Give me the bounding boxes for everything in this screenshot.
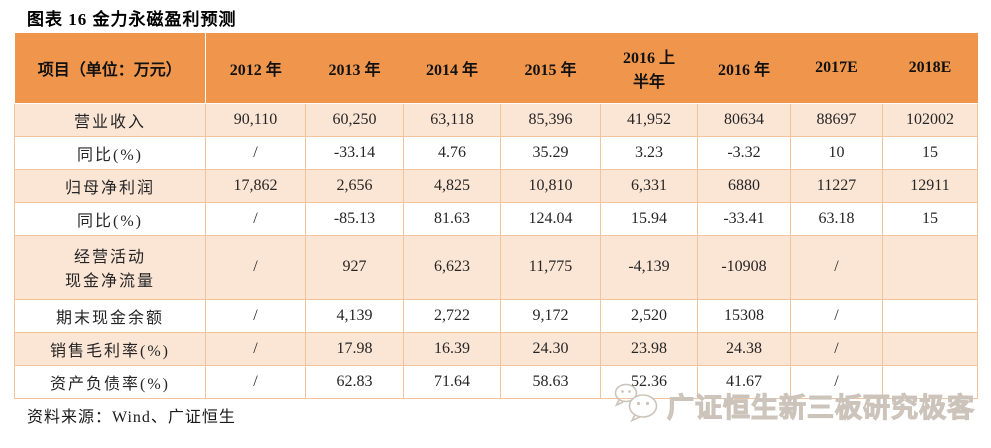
cell: / [205,234,306,300]
table-row-ending-cash: 期末现金余额 / 4,139 2,722 9,172 2,520 15308 / [14,298,978,333]
table-row-net-profit: 归母净利润 17,862 2,656 4,825 10,810 6,331 68… [14,168,978,203]
cell: 15 [882,201,978,236]
cell: 124.04 [500,201,601,236]
cell: 6880 [697,168,791,203]
cell: / [790,364,883,399]
cell: 4.76 [403,135,501,170]
column-header-2016h1: 2016 上 半年 [600,33,698,104]
cell: / [205,331,306,366]
cell: 17,862 [205,168,306,203]
cell: 3.23 [600,135,698,170]
cell: 24.38 [697,331,791,366]
cell: -4,139 [600,234,698,300]
cell: 4,825 [403,168,501,203]
cell: 63.18 [790,201,883,236]
cell: -3.32 [697,135,791,170]
cell: 80634 [697,102,791,137]
cell: 9,172 [500,298,601,333]
cell: 11227 [790,168,883,203]
cell: 16.39 [403,331,501,366]
row-label: 营业收入 [14,102,206,137]
cell: / [205,135,306,170]
row-label: 销售毛利率(%) [14,331,206,366]
cell: -33.41 [697,201,791,236]
cell: 4,139 [305,298,404,333]
cell [882,331,978,366]
cell: 23.98 [600,331,698,366]
profit-forecast-table: 项目（单位：万元） 2012 年 2013 年 2014 年 2015 年 20… [14,33,978,399]
column-header-2016: 2016 年 [697,33,791,104]
cell [882,234,978,300]
cell: 11,775 [500,234,601,300]
table-row-operating-cashflow: 经营活动 现金净流量 / 927 6,623 11,775 -4,139 -10… [14,234,978,300]
cell: 102002 [882,102,978,137]
cell: / [790,331,883,366]
cell: 81.63 [403,201,501,236]
cell: 62.83 [305,364,404,399]
cell: 90,110 [205,102,306,137]
cell: 88697 [790,102,883,137]
row-label: 期末现金余额 [14,298,206,333]
cell: / [205,364,306,399]
row-label: 资产负债率(%) [14,364,206,399]
column-header-2014: 2014 年 [403,33,501,104]
table-row-gross-margin: 销售毛利率(%) / 17.98 16.39 24.30 23.98 24.38… [14,331,978,366]
cell: -33.14 [305,135,404,170]
column-header-item: 项目（单位：万元） [14,33,206,104]
cell: 17.98 [305,331,404,366]
cell: 2,520 [600,298,698,333]
cell: 85,396 [500,102,601,137]
cell: 35.29 [500,135,601,170]
column-header-2015: 2015 年 [500,33,601,104]
cell: -10908 [697,234,791,300]
cell: 2,722 [403,298,501,333]
cell: 10,810 [500,168,601,203]
cell: 10 [790,135,883,170]
cell: 15.94 [600,201,698,236]
cell [882,298,978,333]
cell: 71.64 [403,364,501,399]
cell: 58.63 [500,364,601,399]
cell [882,364,978,399]
table-row-revenue-yoy: 同比(%) / -33.14 4.76 35.29 3.23 -3.32 10 … [14,135,978,170]
table-row-revenue: 营业收入 90,110 60,250 63,118 85,396 41,952 … [14,102,978,137]
table-row-debt-ratio: 资产负债率(%) / 62.83 71.64 58.63 52.36 41.67… [14,364,978,399]
cell: 2,656 [305,168,404,203]
cell: / [205,201,306,236]
cell: 24.30 [500,331,601,366]
cell: 15308 [697,298,791,333]
cell: 63,118 [403,102,501,137]
cell: 41.67 [697,364,791,399]
table-header-row: 项目（单位：万元） 2012 年 2013 年 2014 年 2015 年 20… [14,33,978,104]
column-header-2017e: 2017E [790,33,883,104]
table-row-net-profit-yoy: 同比(%) / -85.13 81.63 124.04 15.94 -33.41… [14,201,978,236]
cell: 6,331 [600,168,698,203]
row-label: 同比(%) [14,135,206,170]
row-label: 同比(%) [14,201,206,236]
cell: / [790,298,883,333]
cell: / [205,298,306,333]
cell: 927 [305,234,404,300]
cell: 60,250 [305,102,404,137]
figure-title: 图表 16 金力永磁盈利预测 [27,10,237,29]
column-header-2018e: 2018E [882,33,978,104]
column-header-2013: 2013 年 [305,33,404,104]
cell: 15 [882,135,978,170]
source-note: 资料来源：Wind、广证恒生 [27,409,236,426]
cell: 52.36 [600,364,698,399]
column-header-2012: 2012 年 [205,33,306,104]
cell: -85.13 [305,201,404,236]
row-label: 经营活动 现金净流量 [14,234,206,300]
cell: 41,952 [600,102,698,137]
row-label: 归母净利润 [14,168,206,203]
cell: / [790,234,883,300]
cell: 12911 [882,168,978,203]
cell: 6,623 [403,234,501,300]
